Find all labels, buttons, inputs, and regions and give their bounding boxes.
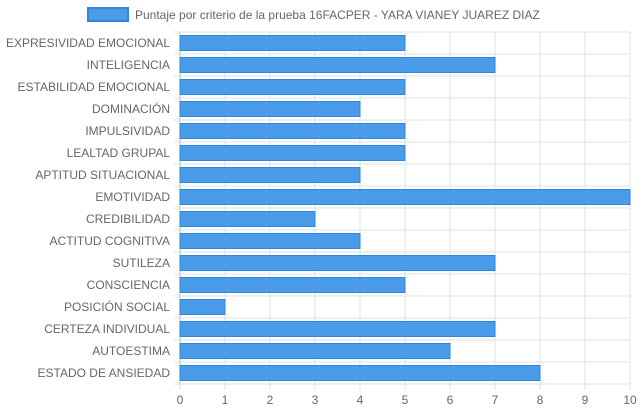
x-tick-label: 10 [623,393,637,407]
bar[interactable] [179,189,631,205]
y-tick-label: EMOTIVIDAD [95,190,170,204]
y-tick-label: IMPULSIVIDAD [85,124,170,138]
x-tick-label: 2 [267,393,274,407]
x-tick-label: 8 [537,393,544,407]
x-tick-label: 4 [357,393,364,407]
bar[interactable] [179,57,496,73]
x-tick-label: 5 [402,393,409,407]
y-tick-label: ESTADO DE ANSIEDAD [38,366,171,380]
bar[interactable] [179,79,406,95]
y-tick-label: EXPRESIVIDAD EMOCIONAL [6,36,170,50]
bar[interactable] [179,277,406,293]
y-tick-label: DOMINACIÓN [92,101,170,116]
x-tick-label: 0 [177,393,184,407]
y-tick-label: LEALTAD GRUPAL [67,146,171,160]
bar[interactable] [179,233,361,249]
bar[interactable] [179,123,406,139]
y-tick-label: CREDIBILIDAD [86,212,170,226]
bar[interactable] [179,211,316,227]
bar[interactable] [179,167,361,183]
legend-swatch [87,7,129,22]
y-tick-label: AUTOESTIMA [92,344,170,358]
bar[interactable] [179,35,406,51]
y-tick-label: CERTEZA INDIVIDUAL [44,322,170,336]
bar[interactable] [179,255,496,271]
bar[interactable] [179,101,361,117]
x-tick-label: 6 [447,393,454,407]
bar[interactable] [179,321,496,337]
y-axis-labels: EXPRESIVIDAD EMOCIONAL INTELIGENCIA ESTABI… [6,36,170,380]
y-tick-label: ACTITUD COGNITIVA [50,234,170,248]
bars [179,35,631,381]
bar[interactable] [179,299,226,315]
bar[interactable] [179,343,451,359]
y-tick-label: APTITUD SITUACIONAL [35,168,170,182]
bar[interactable] [179,145,406,161]
y-tick-label: POSICIÓN SOCIAL [64,299,170,314]
legend[interactable]: Puntaje por criterio de la prueba 16FACP… [87,7,540,22]
y-tick-label: CONSCIENCIA [87,278,170,292]
x-tick-label: 7 [492,393,499,407]
y-tick-label: INTELIGENCIA [87,58,170,72]
x-tick-label: 9 [582,393,589,407]
y-tick-label: SUTILEZA [113,256,170,270]
x-tick-label: 3 [312,393,319,407]
legend-label: Puntaje por criterio de la prueba 16FACP… [135,8,540,22]
x-tick-label: 1 [222,393,229,407]
x-axis-labels: 0 1 2 3 4 5 6 7 8 9 10 [177,393,637,407]
bar[interactable] [179,365,541,381]
y-tick-label: ESTABILIDAD EMOCIONAL [18,80,171,94]
